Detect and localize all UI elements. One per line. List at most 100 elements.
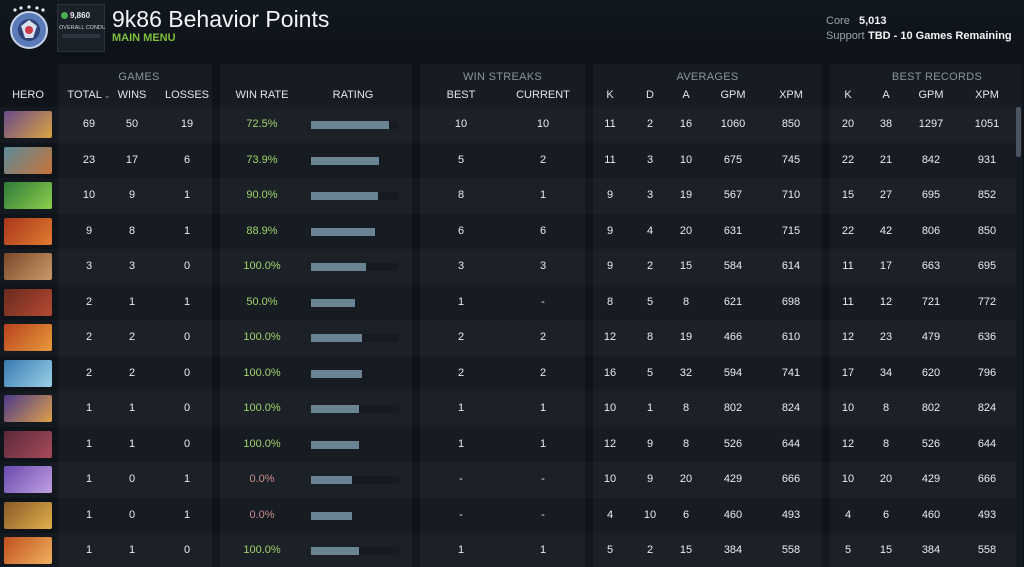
conduct-score-value: 9,860: [70, 11, 91, 20]
cell-win-rate: 100.0%: [243, 331, 281, 343]
cell-win-rate: 0.0%: [249, 473, 275, 485]
col-avg-gpm[interactable]: GPM: [720, 89, 746, 101]
table-row[interactable]: 69 50 19 72.5% 10 10 11 2 16 1060 850 20 38 1297 1051: [0, 107, 1016, 143]
cell-avg-gpm: 675: [723, 153, 743, 166]
hero-portrait[interactable]: [4, 466, 52, 493]
col-wins[interactable]: WINS: [117, 89, 147, 101]
hero-portrait[interactable]: [4, 359, 52, 387]
role-value: 5,013: [859, 14, 887, 27]
scrollbar-track[interactable]: [1016, 107, 1021, 567]
table-row[interactable]: 1 1 0 100.0% 1 1 5 2 15 384 558 5 15 384 558: [0, 533, 1016, 567]
rating-bar-fill: [311, 227, 376, 236]
col-win-rate[interactable]: WIN RATE: [235, 89, 289, 101]
cell-avg-k: 12: [603, 331, 617, 343]
col-rec-a[interactable]: A: [882, 89, 890, 101]
table-row[interactable]: 2 2 0 100.0% 2 2 12 8 19 466 610 12 23 479 636: [0, 320, 1016, 356]
hero-portrait[interactable]: [4, 146, 52, 174]
cell-streak-current: 1: [539, 402, 547, 414]
cell-streak-best: 1: [457, 544, 465, 556]
cell-wins: 1: [128, 437, 136, 450]
scrollbar-thumb[interactable]: [1016, 107, 1021, 157]
cell-rec-k: 4: [844, 508, 852, 521]
hero-portrait[interactable]: [4, 395, 52, 422]
col-rec-k[interactable]: K: [844, 89, 852, 101]
hero-portrait[interactable]: [4, 537, 52, 564]
cell-avg-xpm: 666: [781, 473, 801, 485]
table-row[interactable]: 1 1 0 100.0% 1 1 12 9 8 526 644 12 8 526 644: [0, 427, 1016, 463]
conduct-summary[interactable]: 9,860 OVERALL CONDUCT: [57, 4, 105, 52]
table-row[interactable]: 23 17 6 73.9% 5 2 11 3 10 675 745 22 21 842 931: [0, 143, 1016, 179]
cell-avg-a: 6: [682, 508, 690, 521]
col-avg-a[interactable]: A: [682, 89, 690, 101]
rating-bar: [311, 369, 399, 378]
col-avg-k[interactable]: K: [606, 89, 614, 101]
cell-avg-k: 9: [606, 189, 614, 201]
table-row[interactable]: 9 8 1 88.9% 6 6 9 4 20 631 715 22 42 806 850: [0, 214, 1016, 250]
cell-streak-current: -: [541, 295, 545, 308]
cell-streak-current: -: [541, 508, 545, 521]
col-hero[interactable]: HERO: [12, 89, 44, 101]
col-rec-gpm[interactable]: GPM: [918, 89, 944, 101]
hero-portrait[interactable]: [4, 430, 52, 458]
sort-chevron-down-icon: ⌄: [103, 91, 111, 100]
hero-portrait[interactable]: [4, 288, 52, 316]
cell-losses: 0: [183, 366, 191, 379]
cell-rec-xpm: 695: [977, 260, 997, 272]
cell-avg-xpm: 493: [781, 508, 801, 521]
cell-total: 1: [85, 508, 93, 521]
cell-rec-xpm: 636: [977, 331, 997, 343]
col-avg-xpm[interactable]: XPM: [779, 89, 803, 101]
hero-portrait[interactable]: [4, 501, 52, 529]
hero-portrait[interactable]: [4, 253, 52, 280]
hero-stats-table: GAMES WIN STREAKS AVERAGES BEST RECORDS …: [0, 64, 1024, 567]
cell-avg-a: 8: [682, 437, 690, 450]
cell-win-rate: 73.9%: [246, 153, 278, 166]
row-stripe: [0, 249, 1016, 285]
table-row[interactable]: 3 3 0 100.0% 3 3 9 2 15 584 614 11 17 663 695: [0, 249, 1016, 285]
table-row[interactable]: 1 0 1 0.0% - -10 9 20 429 666 10 20 429 666: [0, 462, 1016, 498]
cell-streak-current: 6: [539, 224, 547, 237]
hero-portrait[interactable]: [4, 217, 52, 245]
profile-header: 9,860 OVERALL CONDUCT 9k86 Behavior Poin…: [0, 0, 1024, 58]
table-row[interactable]: 1 0 1 0.0% - -4 10 6 460 493 4 6 460 493: [0, 498, 1016, 534]
col-current[interactable]: CURRENT: [516, 89, 570, 101]
cell-wins: 50: [125, 118, 139, 130]
cell-avg-xpm: 710: [781, 189, 801, 201]
table-row[interactable]: 2 1 1 50.0% 1-8 5 8 621 698 11 12 721 772: [0, 285, 1016, 321]
hero-portrait[interactable]: [4, 324, 52, 351]
col-losses[interactable]: LOSSES: [164, 89, 210, 101]
role-label: Core: [826, 14, 850, 27]
cell-rec-xpm: 666: [977, 473, 997, 485]
cell-streak-best: 5: [457, 153, 465, 166]
col-avg-d[interactable]: D: [646, 89, 654, 101]
hero-portrait[interactable]: [4, 182, 52, 209]
cell-streak-best: 1: [457, 295, 465, 308]
cell-avg-a: 8: [682, 295, 690, 308]
cell-win-rate: 90.0%: [246, 189, 278, 201]
cell-rec-k: 20: [841, 118, 855, 130]
cell-avg-d: 2: [646, 260, 654, 272]
cell-avg-d: 1: [646, 402, 654, 414]
cell-rec-k: 12: [841, 331, 855, 343]
col-total[interactable]: TOTAL ⌄: [64, 89, 114, 101]
cell-win-rate: 50.0%: [246, 295, 278, 308]
cell-losses: 0: [183, 331, 191, 343]
cell-avg-xpm: 614: [781, 260, 801, 272]
group-title-best-records: BEST RECORDS: [891, 71, 983, 83]
table-row[interactable]: 2 2 0 100.0% 2 2 16 5 32 594 741 17 34 620 796: [0, 356, 1016, 392]
cell-total: 2: [85, 366, 93, 379]
col-rating[interactable]: RATING: [332, 89, 374, 101]
cell-win-rate: 100.0%: [243, 544, 281, 556]
cell-rec-gpm: 695: [921, 189, 941, 201]
table-row[interactable]: 10 9 1 90.0% 8 1 9 3 19 567 710 15 27 695 852: [0, 178, 1016, 214]
conduct-score: 9,860: [61, 11, 90, 20]
cell-avg-k: 9: [606, 224, 614, 237]
conduct-status-icon: [61, 12, 68, 19]
main-menu-link[interactable]: MAIN MENU: [112, 32, 176, 44]
cell-streak-best: 10: [454, 118, 468, 130]
table-row[interactable]: 1 1 0 100.0% 1 1 10 1 8 802 824 10 8 802 824: [0, 391, 1016, 427]
col-rec-xpm[interactable]: XPM: [975, 89, 999, 101]
col-best[interactable]: BEST: [446, 89, 476, 101]
rating-bar-fill: [311, 334, 363, 342]
hero-portrait[interactable]: [4, 111, 52, 138]
